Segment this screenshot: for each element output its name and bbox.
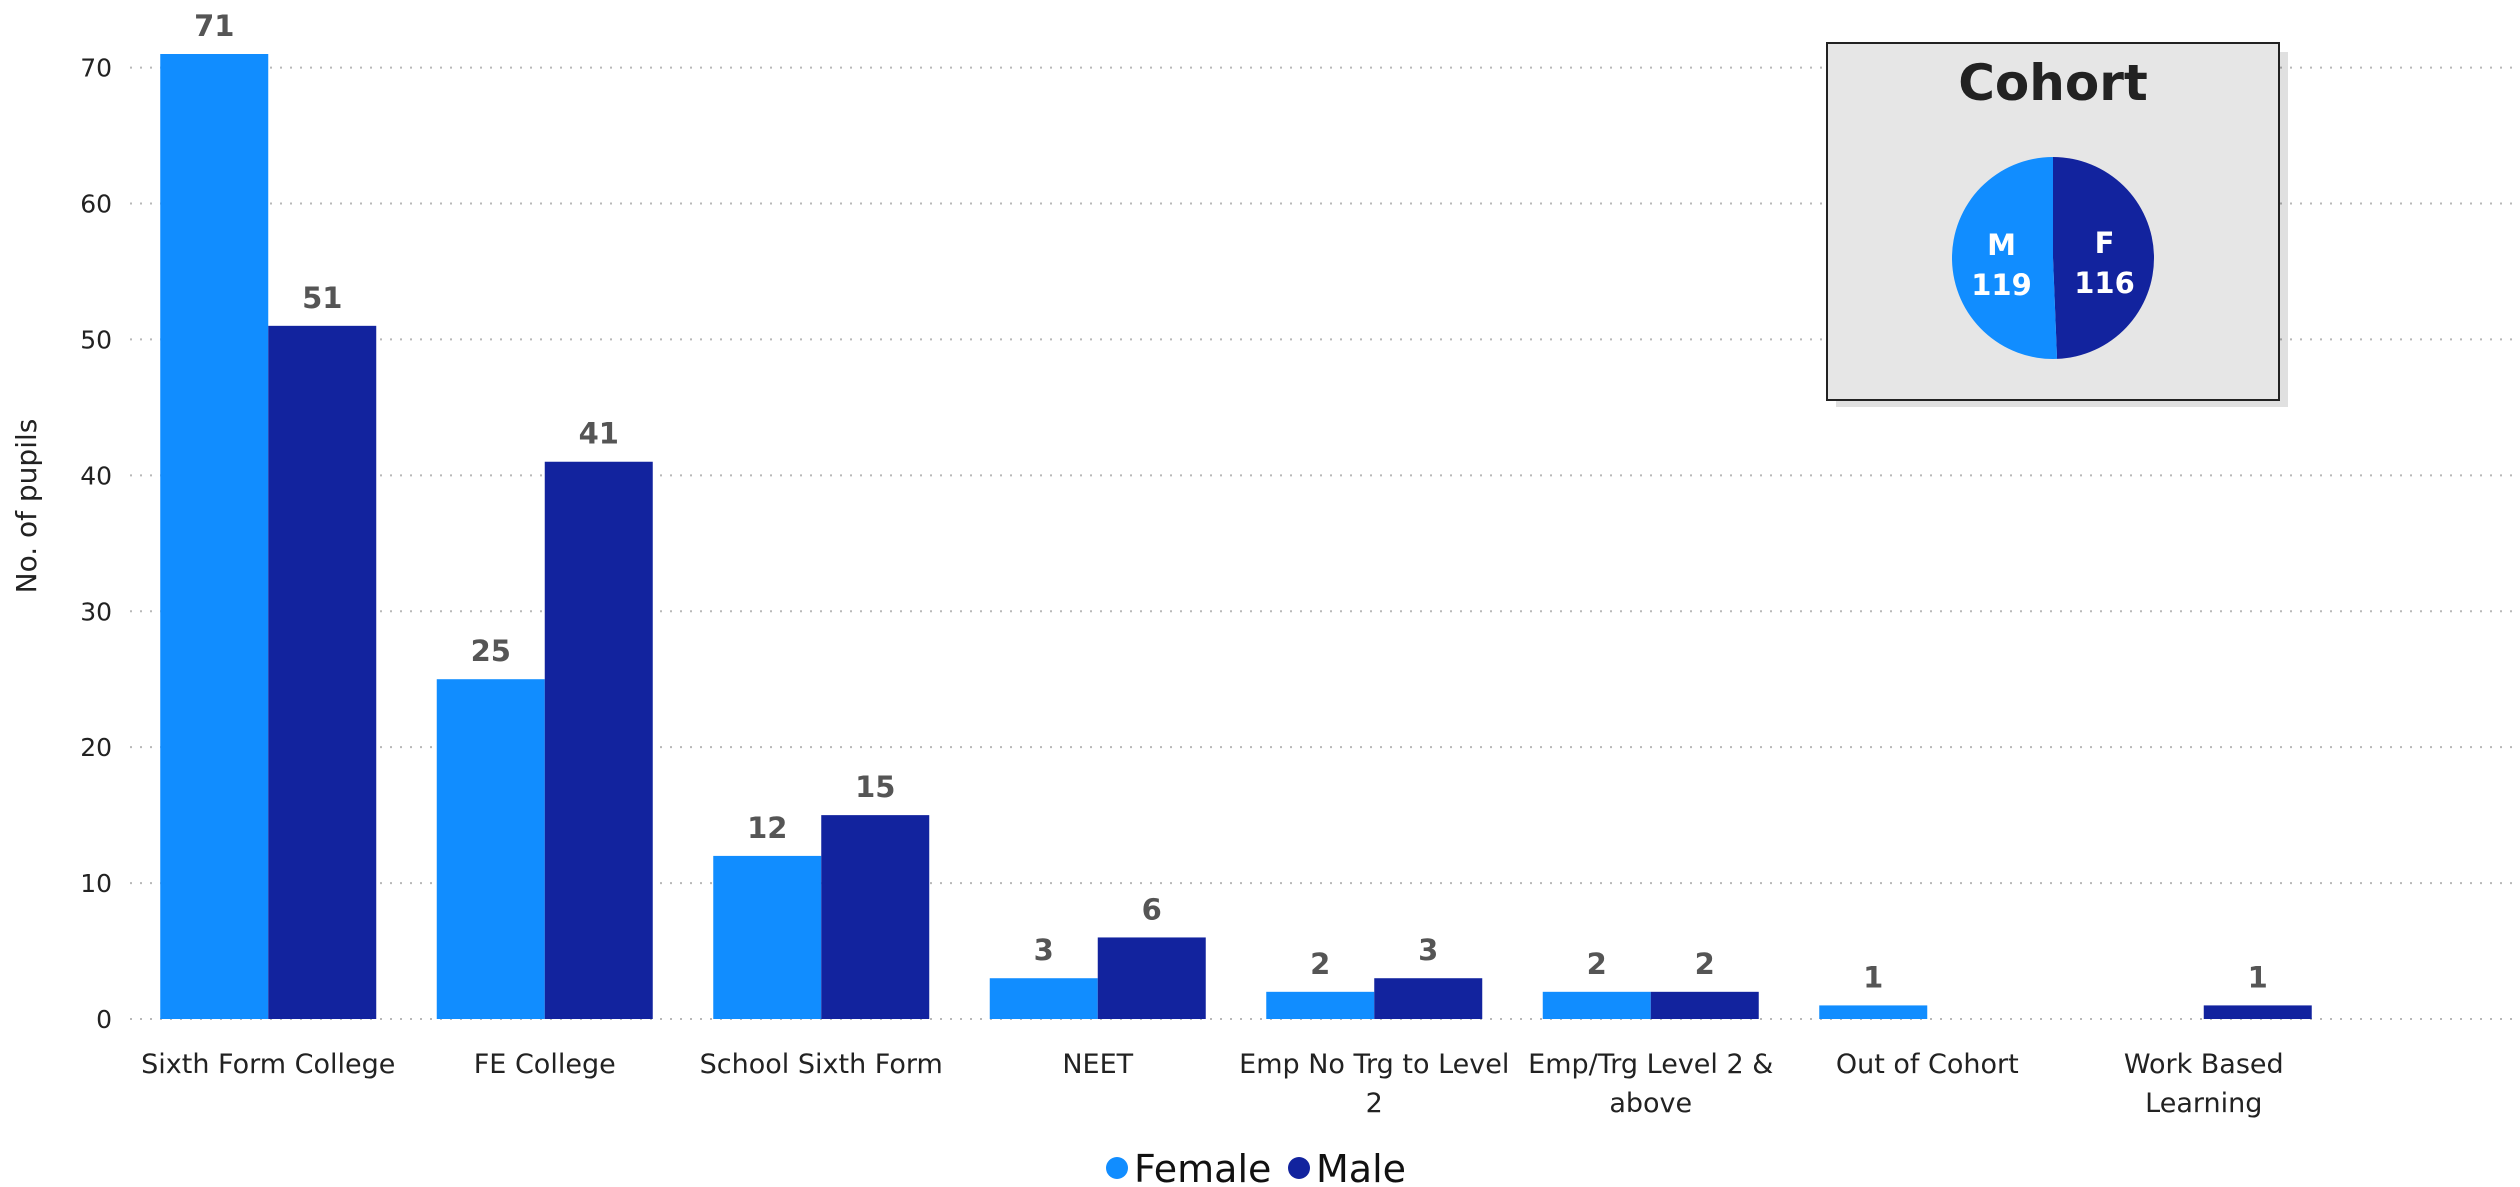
y-tick-label: 60 (80, 190, 112, 219)
bar-female (989, 978, 1098, 1019)
legend-label-female: Female (1134, 1147, 1271, 1187)
data-label-male: 41 (579, 417, 619, 451)
y-tick-label: 30 (80, 597, 112, 626)
y-tick-label: 70 (80, 54, 112, 83)
data-label-female: 71 (194, 9, 234, 43)
bar-female (1266, 991, 1375, 1019)
bar-male (1374, 978, 1483, 1019)
x-axis: Sixth Form College FE College School Sixth… (141, 1049, 2284, 1119)
bar-series (160, 54, 2312, 1020)
bar-male (821, 815, 930, 1019)
y-tick-label: 0 (96, 1005, 112, 1034)
pie-slice-m (1952, 157, 2058, 359)
data-label-female: 2 (1587, 947, 1607, 981)
data-label-male: 2 (1695, 947, 1715, 981)
bar-male (268, 325, 377, 1019)
y-tick-label: 40 (80, 461, 112, 490)
x-tick-label: School Sixth Form (700, 1049, 943, 1080)
data-label-male: 15 (855, 770, 895, 804)
y-tick-label: 50 (80, 325, 112, 354)
data-label-female: 3 (1034, 933, 1054, 967)
data-label-male: 6 (1142, 892, 1162, 926)
x-tick-label: NEET (1062, 1049, 1133, 1080)
legend-label-male: Male (1316, 1147, 1406, 1187)
data-label-male: 51 (302, 281, 342, 315)
data-label-female: 1 (1863, 960, 1883, 994)
pie-slice-f (2053, 157, 2155, 359)
cohort-title: Cohort (1958, 54, 2148, 112)
data-labels: 71 51 25 41 12 15 3 6 2 3 2 2 1 1 (194, 9, 2268, 994)
y-axis-label: No. of pupils (10, 419, 43, 594)
data-label-male: 1 (2248, 960, 2268, 994)
x-tick-label: Work Based Learning (2124, 1049, 2284, 1119)
x-tick-label: Emp No Trg to Level 2 (1239, 1049, 1509, 1119)
y-tick-label: 20 (80, 733, 112, 762)
bar-female (713, 855, 822, 1019)
pie-label-m: M 119 (1971, 228, 2032, 302)
bar-male (544, 461, 653, 1020)
bar-female (160, 54, 269, 1019)
data-label-male: 3 (1418, 933, 1438, 967)
y-tick-label: 10 (80, 869, 112, 898)
legend-marker-female (1106, 1157, 1128, 1179)
bar-male (2203, 1005, 2312, 1019)
x-tick-label: Out of Cohort (1836, 1049, 2019, 1080)
bar-female (1819, 1005, 1928, 1019)
bar-female (436, 679, 545, 1019)
x-tick-label: FE College (474, 1049, 616, 1080)
y-axis: 0 10 20 30 40 50 60 70 (80, 54, 112, 1034)
data-label-female: 25 (471, 634, 511, 668)
legend-marker-male (1288, 1157, 1310, 1179)
x-tick-label: Sixth Form College (141, 1049, 395, 1080)
bar-male (1097, 937, 1206, 1019)
legend: Female Male (1106, 1147, 1406, 1187)
x-tick-label: Emp/Trg Level 2 & above (1528, 1049, 1773, 1119)
data-label-female: 12 (747, 811, 787, 845)
bar-female (1542, 991, 1651, 1019)
bar-male (1650, 991, 1759, 1019)
pie-label-f: F 116 (2074, 226, 2135, 300)
data-label-female: 2 (1310, 947, 1330, 981)
cohort-pie: F 116 M 119 (1952, 157, 2155, 359)
cohort-panel: Cohort F 116 M 119 (1826, 42, 2288, 407)
